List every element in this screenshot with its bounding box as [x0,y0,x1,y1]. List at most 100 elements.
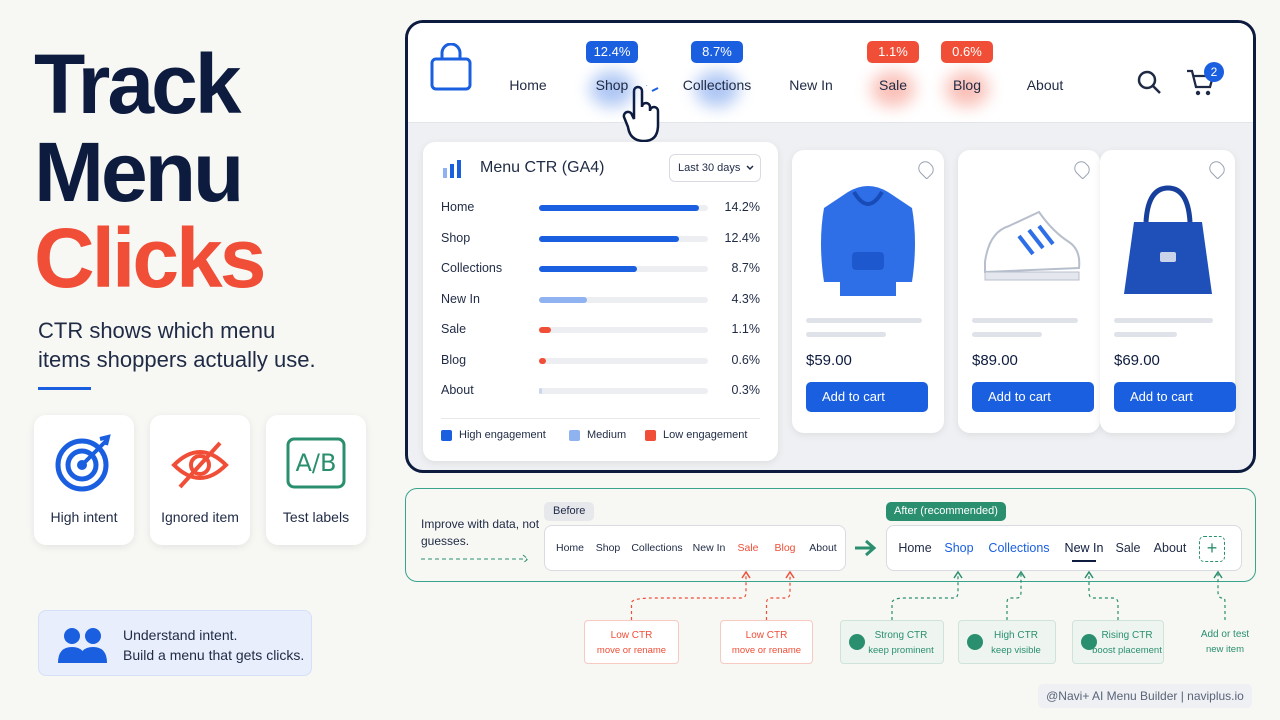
ctr-panel: Menu CTR (GA4) Last 30 days Home 14.2% Sho… [423,142,778,461]
click-glow [590,71,634,107]
bar [539,235,679,242]
product-card: $89.00 Add to cart [958,150,1100,433]
menu-item: Shop [944,541,974,555]
bar-track [539,388,708,394]
note-text: move or rename [731,645,802,656]
value-label: 8.7% [731,261,761,275]
note: Low CTR move or rename [720,620,813,664]
row-label: Blog [441,352,467,367]
feature-card: Ignored item [150,415,250,545]
menu-item: About [809,542,837,554]
eye-off-icon [171,441,229,489]
menu-item: New In [692,542,726,554]
users-icon [58,628,107,663]
panel-title: Menu CTR (GA4) [480,159,605,176]
note: Add or test new item [1196,620,1254,664]
product-card: $59.00 Add to cart [792,150,944,433]
before-menu: Home Shop Collections New In Sale Blog About [544,525,846,571]
add-to-cart-button[interactable]: Add to cart [972,382,1094,412]
nav-item[interactable]: New In [789,77,833,93]
value-label: 0.6% [731,352,761,367]
feature-label: Ignored item [161,509,239,525]
value-label: 12.4% [724,230,760,245]
product-image [969,172,1089,302]
connector [1217,574,1226,620]
add-to-cart-button[interactable]: Add to cart [806,382,928,412]
menu-item: Blog [774,542,796,554]
menu-item: Collections [631,542,683,554]
feature-card: A/B Test labels [266,415,366,545]
text-placeholder [972,318,1078,323]
legend-label: High engagement [459,429,546,441]
menu-item: New In [1064,541,1104,555]
arrow-head [1213,570,1223,579]
note-text: move or rename [596,645,667,656]
ctr-badge: 8.7% [691,41,743,63]
add-to-cart-button[interactable]: Add to cart [1114,382,1236,412]
footer: @Navi+ AI Menu Builder | naviplus.io [1038,684,1252,708]
product-icon [821,186,915,296]
text-placeholder [1114,332,1177,337]
feature-label: High intent [50,509,118,525]
product-image [1108,172,1228,302]
arrow [855,539,877,557]
bar [539,327,552,333]
underline [1072,560,1096,562]
callout: Understand intent. Build a menu that get… [38,610,312,676]
ctr-badge: 0.6% [941,41,993,63]
legend-label: Low engagement [663,429,748,441]
nav-item[interactable]: About [1026,77,1064,93]
value-label: 0.3% [731,383,761,397]
note: Low CTR move or rename [584,620,679,664]
nav-item[interactable]: Collections [682,77,752,93]
dashed-arrow [421,554,529,564]
pointer-icon [622,85,660,143]
note-title: Low CTR [745,630,788,641]
price: $59.00 [806,352,852,369]
note: Strong CTR keep prominent [840,620,944,664]
price: $69.00 [1114,352,1160,369]
nav-item[interactable]: Sale [878,77,908,93]
comparison-intro: Improve with data, not guesses. [421,517,540,548]
feature-label: Test labels [282,509,350,525]
nav-item[interactable]: Home [509,77,547,93]
row-label: About [441,383,474,397]
value-label: 4.3% [731,291,761,306]
nav-item[interactable]: Blog [952,77,982,93]
arrow-head [785,570,795,579]
add-item-icon[interactable]: + [1199,536,1225,562]
product-icon [984,210,1081,281]
range-select[interactable]: Last 30 days [669,154,761,182]
search-icon[interactable] [1136,69,1162,95]
click-glow [695,71,739,107]
text-placeholder [806,318,922,323]
connector [1088,574,1119,620]
legend-label: Medium [587,429,627,441]
feature-card: High intent [34,415,134,545]
bar [539,388,543,394]
bar-track [539,296,708,303]
menu-item: Home [898,541,932,555]
click-glow [871,71,915,107]
nav-item[interactable]: Shop [595,77,629,93]
svg-text:A/B: A/B [296,449,337,477]
logo-bag [430,43,472,91]
menu-item: Home [555,542,584,554]
hero-title: Clicks [34,211,266,305]
target-icon [55,434,111,492]
check-icon [1081,634,1097,650]
note-text: boost placement [1092,645,1162,656]
bar [539,296,588,303]
legend-swatch [645,430,656,441]
text-placeholder [972,332,1042,337]
menu-item: Sale [1115,541,1141,555]
note-title: Strong CTR [874,630,928,641]
product-icon [1123,185,1212,294]
text-placeholder [806,332,886,337]
note-title: High CTR [994,630,1038,641]
legend-swatch [441,430,452,441]
arrow-head [1016,570,1026,579]
hero-title: Track [34,37,242,131]
